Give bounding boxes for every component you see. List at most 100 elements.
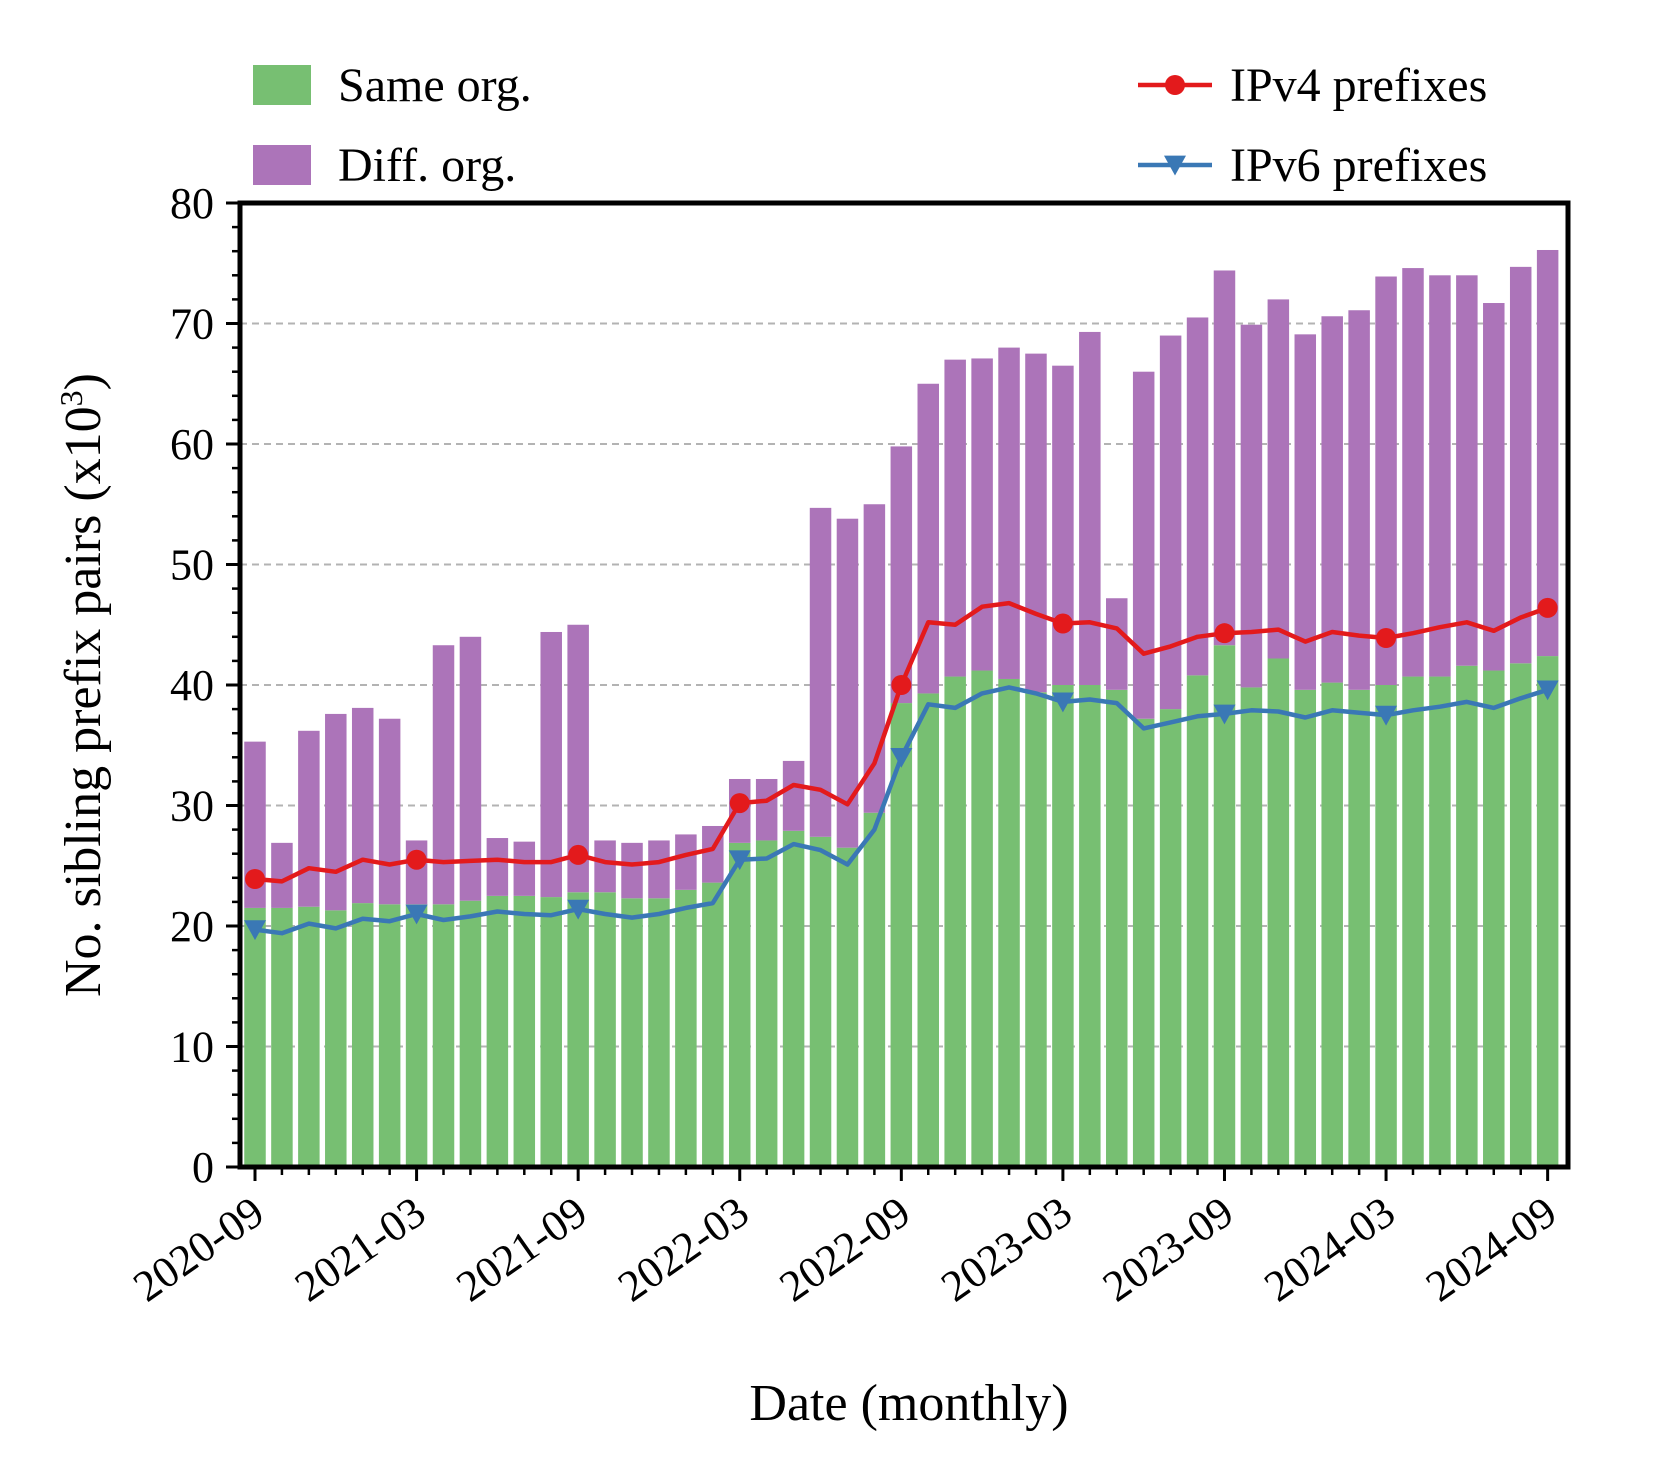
marker-ipv4 (1376, 628, 1397, 649)
legend-swatch-diff-org (253, 145, 311, 185)
bar-diff-org (298, 730, 320, 907)
bar-diff-org (1025, 353, 1047, 693)
x-axis: 2020-09 2021-03 2021-09 2022-03 2022-09 2023-… (124, 1167, 1565, 1311)
legend: Same org. Diff. org. IPv4 prefixes IPv6 pre… (253, 59, 1487, 192)
y-tick-label-20: 20 (170, 902, 214, 951)
bar-same-org (1509, 663, 1532, 1167)
bar-same-org (1375, 685, 1397, 1167)
x-tick-label-2021-09: 2021-09 (448, 1187, 596, 1311)
y-axis: 0 10 20 30 40 50 60 70 80 (170, 179, 240, 1192)
bar-same-org (1213, 645, 1236, 1167)
bar-same-org (1186, 675, 1209, 1167)
bar-diff-org (1429, 275, 1451, 677)
bar-same-org (621, 898, 643, 1167)
marker-ipv4 (1052, 613, 1073, 634)
bar-diff-org (809, 507, 832, 837)
bar-diff-org (1106, 598, 1128, 690)
bar-same-org (675, 889, 697, 1167)
bar-diff-org (513, 841, 536, 896)
bar-same-org (486, 895, 509, 1167)
bar-same-org (809, 836, 832, 1167)
bar-same-org (863, 812, 886, 1167)
bar-same-org (755, 840, 778, 1167)
y-tick-label-40: 40 (170, 661, 214, 710)
legend-label-same-org: Same org. (338, 59, 532, 112)
bar-diff-org (675, 834, 697, 890)
y-axis-title-main: No. sibling prefix pairs (x10 (55, 406, 112, 997)
y-axis-title-exponent: 3 (53, 390, 89, 406)
bar-diff-org (1456, 275, 1478, 666)
marker-ipv4 (729, 793, 750, 814)
bar-same-org (944, 676, 966, 1167)
bar-same-org (540, 897, 562, 1167)
bar-diff-org (782, 760, 805, 831)
legend-label-ipv6: IPv6 prefixes (1230, 139, 1487, 192)
bar-diff-org (1509, 266, 1532, 664)
legend-marker-ipv4 (1165, 75, 1185, 95)
bar-same-org (1348, 689, 1370, 1167)
marker-ipv6 (1375, 705, 1398, 726)
bar-diff-org (863, 504, 886, 813)
marker-ipv6 (244, 920, 266, 941)
x-tick-label-2022-09: 2022-09 (771, 1187, 919, 1311)
x-tick-label-2023-09: 2023-09 (1094, 1187, 1242, 1311)
marker-ipv6 (567, 899, 590, 920)
bar-same-org (1536, 656, 1559, 1167)
bar-diff-org (1375, 276, 1397, 685)
bar-diff-org (1348, 310, 1370, 690)
marker-ipv4 (568, 844, 589, 865)
bar-same-org (1025, 692, 1047, 1167)
bar-diff-org (1321, 316, 1343, 683)
bar-diff-org (971, 358, 993, 671)
bar-same-org (1052, 685, 1074, 1167)
bar-same-org (271, 907, 293, 1167)
bar-same-org (405, 904, 428, 1167)
bar-same-org (998, 678, 1020, 1167)
legend-swatch-same-org (253, 65, 311, 105)
y-tick-label-70: 70 (170, 300, 214, 349)
legend-label-ipv4: IPv4 prefixes (1230, 59, 1487, 112)
bar-diff-org (1079, 331, 1101, 685)
bar-same-org (351, 903, 374, 1167)
bar-diff-org (1132, 371, 1155, 719)
bar-same-org (378, 904, 401, 1167)
bar-diff-org (459, 636, 482, 901)
bar-diff-org (621, 842, 643, 899)
y-tick-label-30: 30 (170, 782, 214, 831)
y-tick-label-10: 10 (170, 1023, 214, 1072)
y-axis-title-close: ) (55, 373, 112, 390)
bar-same-org (971, 670, 993, 1167)
marker-ipv6 (728, 850, 751, 871)
marker-ipv4 (406, 849, 427, 870)
legend-marker-ipv6 (1164, 155, 1186, 176)
line-series-group (244, 597, 1559, 941)
y-axis-title: No. sibling prefix pairs (x103) (53, 373, 112, 997)
bar-diff-org (1267, 299, 1290, 659)
bar-same-org (1294, 689, 1317, 1167)
bar-same-org (1456, 665, 1478, 1167)
bar-same-org (298, 906, 320, 1167)
marker-ipv6 (1536, 680, 1559, 701)
bar-same-org (890, 703, 913, 1167)
bar-diff-org (351, 707, 374, 904)
x-tick-label-2023-03: 2023-03 (932, 1187, 1080, 1311)
bar-diff-org (1294, 334, 1317, 690)
marker-ipv4 (245, 869, 265, 890)
marker-ipv6 (1213, 704, 1236, 725)
x-tick-label-2024-09: 2024-09 (1417, 1187, 1565, 1311)
bar-diff-org (1483, 303, 1505, 671)
bar-same-org (1079, 685, 1101, 1167)
bar-diff-org (648, 840, 670, 899)
bar-diff-org (378, 718, 401, 905)
bar-same-org (1483, 670, 1505, 1167)
legend-label-diff-org: Diff. org. (338, 139, 516, 192)
bar-diff-org (1536, 249, 1559, 657)
bar-same-org (1429, 676, 1451, 1167)
bar-same-org (432, 904, 455, 1167)
x-axis-title: Date (monthly) (749, 1375, 1068, 1432)
bar-diff-org (486, 838, 509, 896)
bar-same-org (728, 842, 751, 1167)
marker-ipv6 (405, 904, 428, 925)
marker-ipv4 (1537, 597, 1558, 618)
bar-same-org (1402, 676, 1424, 1167)
